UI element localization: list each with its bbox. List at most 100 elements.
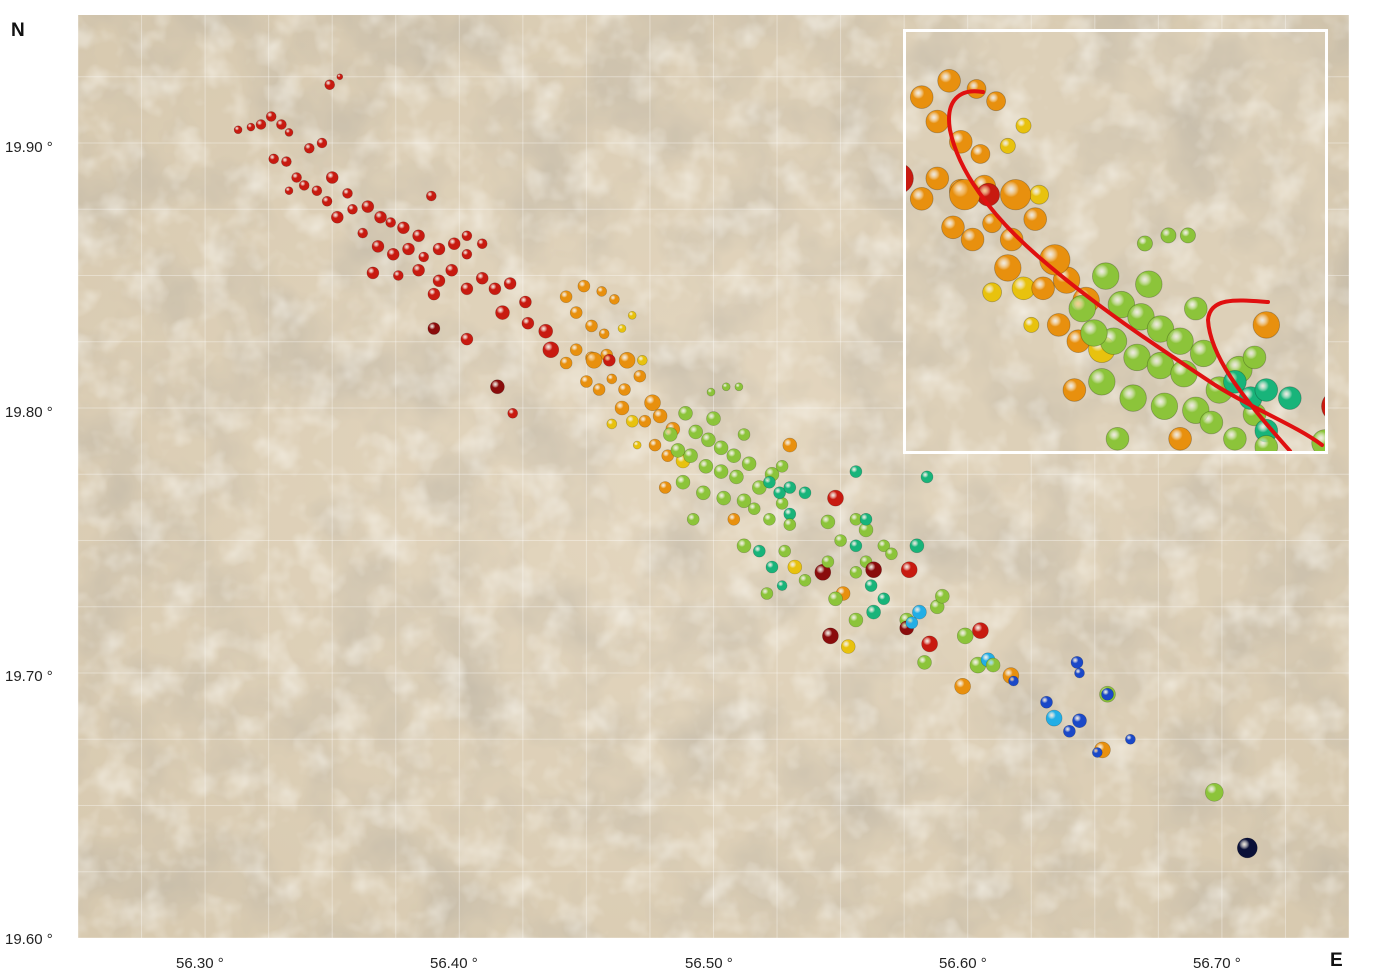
earthquake-point [1237, 837, 1258, 859]
earthquake-point [386, 248, 400, 261]
inset-earthquake-point [1080, 319, 1108, 347]
inset-earthquake-point [937, 69, 961, 93]
longitude-tick-labels: 56.30 ° 56.40 ° 56.50 ° 56.60 ° 56.70 ° [176, 955, 1241, 972]
inset-earthquake-point [1023, 316, 1040, 333]
earthquake-point [763, 512, 776, 526]
earthquake-point [284, 186, 294, 195]
earthquake-point [648, 438, 662, 452]
earthquake-point [521, 316, 535, 330]
inset-earthquake-point [1068, 294, 1096, 323]
earthquake-point [316, 137, 328, 149]
earthquake-point [763, 475, 776, 489]
earthquake-point [912, 604, 927, 620]
inset-earthquake-point [1254, 378, 1279, 402]
earthquake-point [736, 538, 752, 554]
earthquake-point [538, 323, 554, 339]
earthquake-point [265, 111, 277, 122]
earthquake-point [298, 180, 310, 191]
inset-earthquake-point [1278, 386, 1302, 410]
inset-earthquake-point [1023, 207, 1047, 231]
earthquake-point [268, 153, 280, 165]
x-tick-label: 56.60 ° [939, 955, 987, 972]
earthquake-point [627, 310, 637, 320]
earthquake-point [775, 497, 789, 510]
earthquake-point [233, 125, 243, 135]
y-tick-label: 19.70 ° [5, 668, 53, 685]
earthquake-point [834, 534, 847, 547]
earthquake-point [475, 271, 489, 285]
earthquake-point [636, 354, 648, 366]
inset-earthquake-point [1199, 410, 1224, 435]
earthquake-point [1040, 695, 1053, 709]
earthquake-point [783, 481, 797, 494]
earthquake-point [460, 332, 474, 346]
y-tick-label: 19.80 ° [5, 404, 53, 421]
earthquake-point [392, 270, 404, 281]
x-tick-label: 56.30 ° [176, 955, 224, 972]
earthquake-point [849, 565, 863, 579]
earthquake-point [954, 677, 971, 695]
inset-earthquake-point [909, 85, 934, 109]
earthquake-point [614, 400, 630, 416]
inset-earthquake-point [1015, 117, 1032, 134]
earthquake-point [900, 561, 918, 579]
east-label: E [1330, 950, 1343, 971]
earthquake-point [921, 635, 938, 653]
inset-earthquake-point [1105, 426, 1130, 451]
inset-earthquake-point [1254, 435, 1279, 451]
inset-earthquake-point [1135, 270, 1163, 298]
inset-earthquake-point [966, 79, 987, 99]
earthquake-point [849, 465, 863, 478]
earthquake-point [569, 306, 583, 319]
earthquake-point [324, 79, 336, 90]
earthquake-point [721, 382, 731, 392]
earthquake-point [606, 373, 618, 385]
earthquake-point [357, 227, 369, 239]
earthquake-point [773, 486, 786, 500]
zoom-inset [903, 29, 1328, 454]
earthquake-point [447, 237, 461, 250]
earthquake-point [495, 305, 510, 320]
earthquake-point [716, 490, 732, 506]
earthquake-point [461, 230, 473, 242]
earthquake-point [778, 544, 792, 558]
earthquake-point [418, 251, 430, 263]
inset-earthquake-point [999, 137, 1016, 154]
earthquake-point [559, 356, 573, 370]
earthquake-point [736, 493, 752, 509]
earthquake-point [652, 408, 668, 424]
earthquake-point [342, 188, 353, 199]
earthquake-point [397, 221, 410, 235]
inset-earthquake-point [1029, 184, 1049, 205]
earthquake-point [760, 587, 774, 600]
earthquake-point [972, 622, 989, 639]
inset-earthquake-point [925, 109, 950, 134]
earthquake-point [776, 580, 788, 591]
earthquake-point [366, 266, 380, 280]
inset-earthquake-point [1088, 368, 1116, 396]
earthquake-point [1063, 724, 1076, 738]
earthquake-point [412, 229, 425, 243]
earthquake-point [678, 405, 693, 421]
inset-earthquake-point [1136, 235, 1153, 252]
inset-earthquake-point [982, 282, 1002, 303]
x-tick-label: 56.40 ° [430, 955, 478, 972]
earthquake-point [1072, 713, 1087, 729]
earthquake-point [864, 579, 878, 592]
earthquake-point [734, 382, 744, 392]
inset-earthquake-point [1123, 343, 1151, 372]
earthquake-point [625, 414, 639, 428]
y-tick-label: 19.90 ° [5, 139, 53, 156]
earthquake-point [877, 539, 891, 553]
earthquake-point [598, 328, 610, 340]
earthquake-point [706, 387, 716, 397]
inset-earthquake-point [1321, 395, 1325, 417]
earthquake-point [596, 286, 608, 297]
earthquake-point [866, 604, 881, 620]
earthquake-point [1045, 709, 1063, 727]
inset-earthquake-point [909, 187, 934, 211]
earthquake-point [276, 119, 287, 130]
earthquake-point [427, 287, 441, 301]
inset-earthquake-point [1119, 384, 1147, 412]
earthquake-point [432, 274, 446, 288]
